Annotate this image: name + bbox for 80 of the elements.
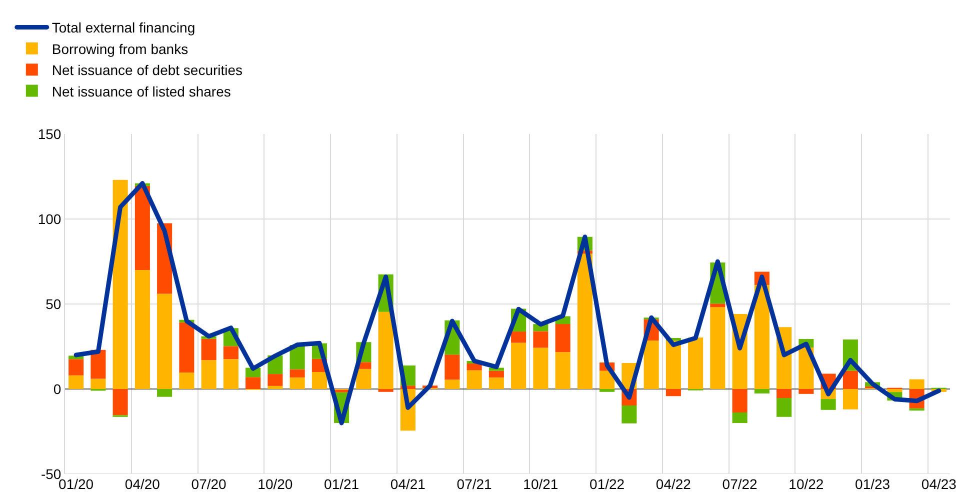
y-tick-label: 50 — [46, 296, 62, 312]
x-tick-label: 01/21 — [324, 476, 360, 492]
bar — [223, 346, 238, 360]
y-tick-label: 150 — [38, 126, 62, 142]
x-tick-label: 10/21 — [523, 476, 558, 492]
x-tick-label: 04/21 — [390, 476, 426, 492]
x-tick-label: 01/23 — [855, 476, 890, 492]
x-tick-label: 10/22 — [788, 476, 824, 492]
bar — [798, 389, 814, 394]
bar — [754, 389, 770, 394]
bar — [577, 254, 592, 389]
bar — [666, 340, 681, 389]
bar — [820, 399, 836, 410]
bar — [644, 340, 659, 389]
bar — [466, 370, 482, 389]
bar — [112, 180, 128, 389]
y-tick-label: 0 — [53, 380, 62, 397]
bar — [444, 380, 460, 389]
legend-label: Total external financing — [52, 20, 196, 36]
bar — [533, 348, 548, 389]
bar — [466, 364, 482, 370]
bar — [732, 412, 748, 423]
bar — [555, 324, 570, 352]
x-tick-label: 04/22 — [656, 476, 692, 492]
x-tick-label: 07/20 — [191, 476, 227, 492]
bar — [268, 374, 283, 386]
bar — [511, 332, 526, 343]
legend-label: Net issuance of debt securities — [52, 62, 243, 78]
bar — [312, 372, 327, 389]
bar — [776, 389, 792, 398]
bar — [356, 368, 372, 389]
bar — [842, 389, 858, 410]
legend-label: Borrowing from banks — [52, 40, 188, 57]
bar — [290, 377, 305, 389]
bar — [710, 307, 726, 389]
bar — [378, 312, 394, 389]
bar — [134, 186, 150, 270]
bar — [90, 350, 106, 379]
bar — [68, 375, 84, 389]
bar — [68, 359, 84, 376]
bar — [157, 294, 172, 389]
bar — [776, 398, 792, 417]
bar — [201, 338, 216, 360]
bar — [533, 331, 548, 348]
bar — [201, 360, 216, 389]
bar — [444, 354, 460, 380]
bar — [268, 386, 283, 389]
bar — [842, 370, 858, 389]
bar — [378, 389, 394, 392]
bar — [290, 369, 305, 378]
bar — [134, 270, 150, 389]
bar — [488, 370, 504, 378]
x-tick-label: 07/22 — [722, 476, 758, 492]
line-series — [74, 181, 942, 426]
x-tick-label: 07/21 — [456, 476, 492, 492]
bar — [223, 359, 238, 389]
bar — [157, 389, 172, 397]
bar — [179, 372, 194, 389]
bar — [112, 389, 128, 416]
bar — [909, 408, 924, 411]
legend-label: Net issuance of listed shares — [52, 83, 231, 100]
bar — [90, 378, 106, 389]
bar — [666, 389, 681, 396]
bar — [246, 377, 261, 389]
bar — [909, 379, 924, 389]
y-tick-label: 100 — [38, 210, 62, 227]
bar — [622, 405, 637, 424]
bar — [600, 389, 615, 392]
bar — [488, 377, 504, 389]
x-tick-label: 04/20 — [124, 476, 160, 492]
bar — [555, 352, 570, 389]
bar — [511, 342, 526, 389]
bar — [179, 322, 194, 373]
x-tick-label: 10/20 — [258, 476, 293, 492]
bar — [887, 389, 902, 392]
bar — [732, 389, 748, 412]
bar — [688, 337, 704, 389]
x-tick-label: 04/23 — [921, 476, 957, 492]
bar — [710, 304, 726, 308]
x-tick-label: 01/22 — [590, 476, 625, 492]
